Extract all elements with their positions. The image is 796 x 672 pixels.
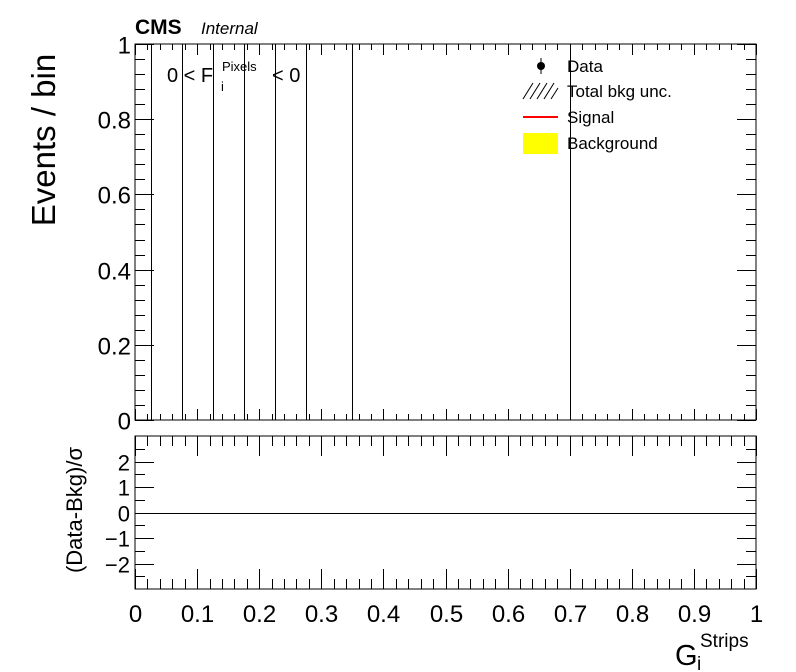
background-fill-icon — [523, 133, 558, 154]
x-axis-label-subscript: i — [697, 654, 701, 672]
x-tick-label: 0.5 — [430, 601, 463, 628]
legend-label-data: Data — [567, 57, 603, 76]
legend-label-total-bkg-unc: Total bkg unc. — [567, 82, 672, 101]
x-tick-label: 0.3 — [305, 601, 338, 628]
ratio-y-tick-label: 1 — [118, 476, 130, 501]
x-tick-label: 0.1 — [181, 601, 214, 628]
main-x-ticks — [135, 44, 757, 420]
ratio-y-tick-label: −1 — [105, 527, 130, 552]
annotation-suffix: < 0 — [272, 65, 300, 87]
x-tick-label: 0 — [129, 601, 142, 628]
x-tick-label: 1 — [750, 601, 763, 628]
legend-entry-background: Background — [523, 133, 658, 154]
pixel-range-annotation: 0 < F Pixels i < 0 — [167, 59, 300, 94]
main-plot-panel: 0 0.2 0.4 0.6 0.8 1 Events / bin 0 < F Pixels… — [25, 33, 757, 436]
hatch-icon — [522, 82, 559, 100]
annotation-superscript: Pixels — [222, 59, 257, 74]
legend-label-background: Background — [567, 134, 658, 153]
x-axis-label-main: G — [675, 640, 698, 672]
y-tick-label: 0.8 — [98, 108, 131, 135]
x-tick-label: 0.4 — [367, 601, 400, 628]
legend-entry-data: Data — [537, 57, 603, 76]
experiment-label: CMS — [135, 16, 182, 39]
legend: Data Total bkg unc. Signal Background — [522, 57, 672, 154]
ratio-plot-frame — [134, 435, 757, 590]
x-tick-label: 0.2 — [243, 601, 276, 628]
ratio-x-ticks: 0 0.1 0.2 0.3 0.4 0.5 0.6 0.7 0.8 0.9 1 — [129, 436, 763, 628]
bin-edges — [151, 44, 571, 420]
status-label: Internal — [201, 19, 259, 38]
y-tick-label: 0.6 — [98, 183, 131, 210]
annotation-prefix: 0 < F — [167, 65, 213, 87]
annotation-subscript: i — [221, 79, 224, 94]
data-marker-icon — [537, 62, 545, 70]
x-axis-label: G Strips i — [675, 631, 749, 672]
y-tick-label: 0 — [118, 409, 131, 436]
ratio-y-tick-label: −2 — [105, 553, 130, 578]
legend-label-signal: Signal — [567, 108, 614, 127]
y-tick-label: 1 — [118, 33, 131, 60]
x-axis-label-superscript: Strips — [700, 631, 749, 652]
ratio-y-tick-label: 0 — [118, 502, 130, 527]
legend-entry-signal: Signal — [523, 108, 614, 127]
x-tick-label: 0.8 — [616, 601, 649, 628]
main-plot-frame — [134, 43, 757, 421]
main-y-axis-label: Events / bin — [25, 54, 62, 226]
y-tick-label: 0.4 — [98, 259, 131, 286]
legend-entry-total-bkg-unc: Total bkg unc. — [522, 82, 672, 101]
y-tick-label: 0.2 — [98, 334, 131, 361]
x-tick-label: 0.9 — [678, 601, 711, 628]
ratio-y-tick-label: 2 — [118, 451, 130, 476]
main-y-ticks: 0 0.2 0.4 0.6 0.8 1 — [98, 33, 756, 436]
x-tick-label: 0.6 — [492, 601, 525, 628]
ratio-y-axis-label: (Data-Bkg)/σ — [62, 447, 87, 573]
x-tick-label: 0.7 — [554, 601, 587, 628]
